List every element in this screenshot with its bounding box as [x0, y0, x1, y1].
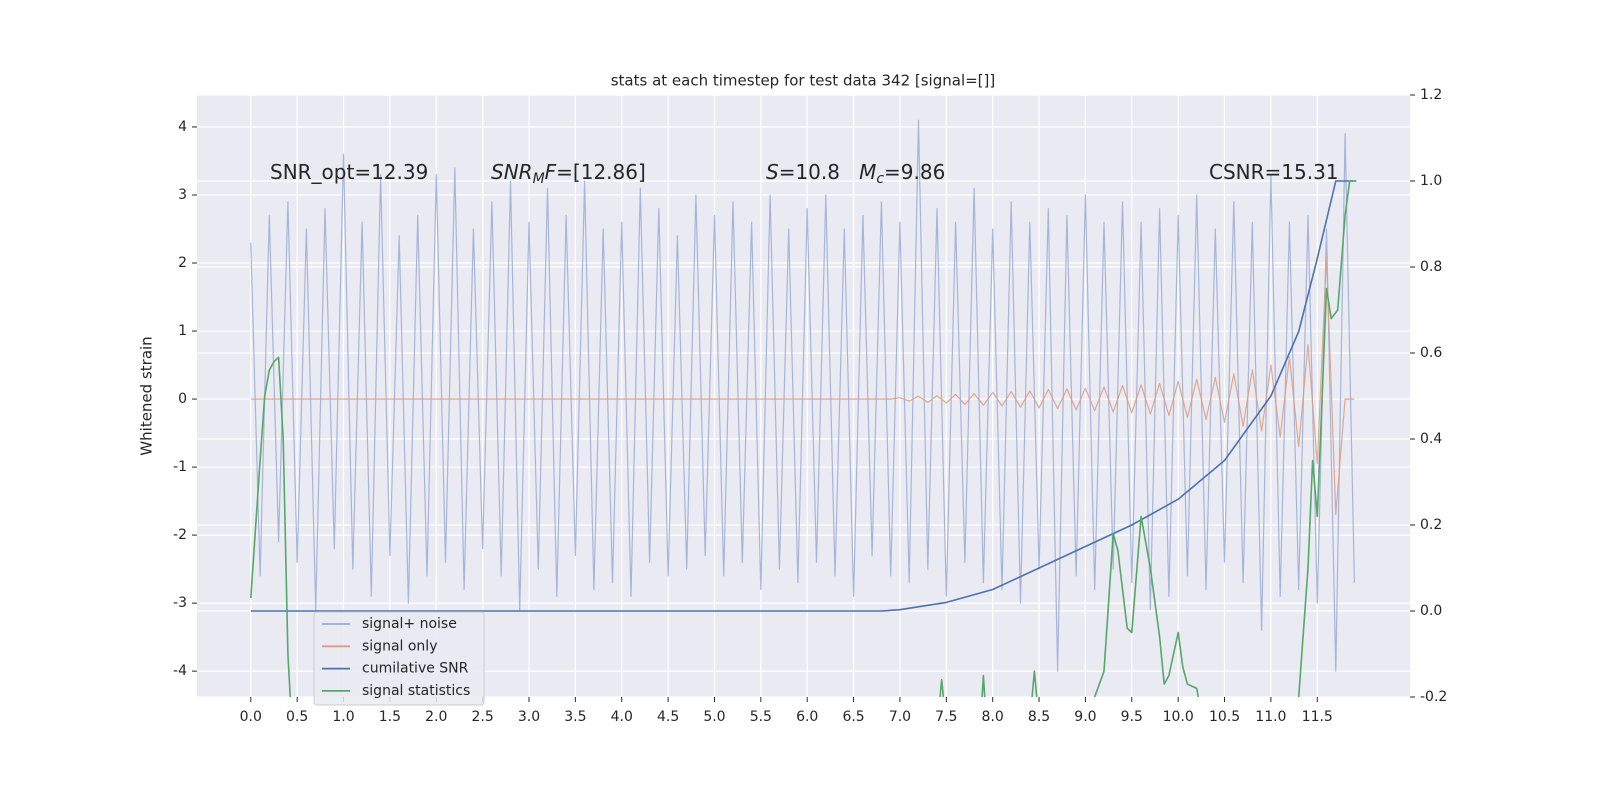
x-tick-label: 1.0 [332, 709, 354, 725]
x-tick-label: 3.5 [564, 709, 586, 725]
annotation-part: S [766, 160, 779, 184]
plot-area [197, 95, 1410, 697]
series-line [250, 255, 1355, 516]
x-tick-label: 6.5 [842, 709, 864, 725]
y-tick-label: 2 [178, 255, 187, 271]
annotation-part: F [545, 160, 557, 184]
x-tick-label: 11.5 [1302, 709, 1333, 725]
legend-label: signal+ noise [362, 616, 457, 632]
x-tick-label: 3.0 [518, 709, 540, 725]
chart-title: stats at each timestep for test data 342… [611, 72, 996, 90]
x-tick-label: 2.0 [425, 709, 447, 725]
series-line [250, 119, 1355, 672]
annotation: SNRMF=[12.86] [491, 160, 646, 188]
x-tick-label: 1.5 [379, 709, 401, 725]
annotation-part: c [876, 171, 884, 187]
x-tick-label: 5.5 [750, 709, 772, 725]
x-tick-label: 11.0 [1255, 709, 1286, 725]
series-line [250, 180, 1357, 612]
y2-tick-label: 1.0 [1420, 173, 1442, 189]
y2-tick-label: -0.2 [1420, 689, 1447, 705]
x-tick-label: 7.0 [889, 709, 911, 725]
annotation-part: =10.8 [779, 160, 859, 184]
y2-tick-label: 0.6 [1420, 345, 1442, 361]
x-tick-label: 10.0 [1163, 709, 1194, 725]
y2-tick-label: 0.2 [1420, 517, 1442, 533]
annotation: SNR_opt=12.39 [270, 160, 428, 184]
y2-tick-label: 1.2 [1420, 87, 1442, 103]
legend-label: signal only [362, 638, 437, 654]
annotation-part: =[12.86] [556, 160, 646, 184]
x-tick-label: 2.5 [471, 709, 493, 725]
annotation: CSNR=15.31 [1209, 160, 1339, 184]
annotation: S=10.8 Mc=9.86 [766, 160, 945, 188]
annotation-part: M [859, 160, 876, 184]
annotation-part: SNR_opt=12.39 [270, 160, 428, 184]
y-tick-label: -3 [173, 595, 187, 611]
series-line [250, 180, 1357, 697]
y-tick-label: 4 [178, 119, 187, 135]
series [250, 119, 1357, 697]
legend-box [313, 611, 485, 706]
x-tick-label: 8.0 [982, 709, 1004, 725]
x-tick-label: 4.0 [611, 709, 633, 725]
y2-tick-label: 0.8 [1420, 259, 1442, 275]
y-tick-label: 1 [178, 323, 187, 339]
x-tick-label: 9.5 [1121, 709, 1143, 725]
x-tick-label: 4.5 [657, 709, 679, 725]
y2-tick-label: 0.0 [1420, 603, 1442, 619]
x-tick-label: 8.5 [1028, 709, 1050, 725]
legend-label: cumilative SNR [362, 661, 469, 677]
x-tick-label: 9.0 [1074, 709, 1096, 725]
x-tick-label: 7.5 [935, 709, 957, 725]
legend-label: signal statistics [362, 683, 470, 699]
annotation-part: =9.86 [884, 160, 945, 184]
annotation-part: CSNR=15.31 [1209, 160, 1339, 184]
x-tick-label: 5.0 [703, 709, 725, 725]
y-tick-label: 3 [178, 187, 187, 203]
x-tick-label: 6.0 [796, 709, 818, 725]
annotation-part: M [533, 171, 545, 187]
x-tick-label: 0.0 [240, 709, 262, 725]
y-tick-label: -2 [173, 527, 187, 543]
y-axis-label: Whitened strain [138, 336, 156, 455]
y-tick-label: 0 [178, 391, 187, 407]
x-tick-label: 10.5 [1209, 709, 1240, 725]
y-tick-label: -1 [173, 459, 187, 475]
y-tick-label: -4 [173, 663, 187, 679]
overlay: 0.0 0.5 1.0 1.5 2.0 2.5 3.0 3.5 4.0 4.5 5.0 5.5 6.0 6… [173, 87, 1447, 725]
annotation-part: SNR [491, 160, 533, 184]
y2-tick-label: 0.4 [1420, 431, 1442, 447]
x-tick-label: 0.5 [286, 709, 308, 725]
